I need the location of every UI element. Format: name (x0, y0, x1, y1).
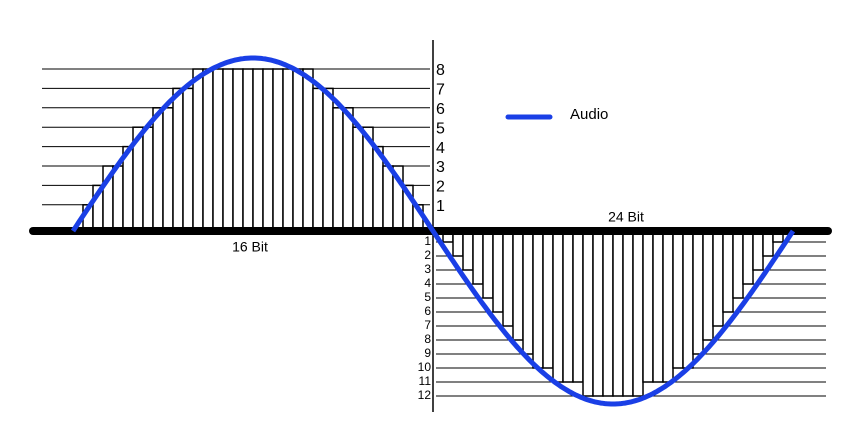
level-label: 8 (424, 332, 431, 346)
level-label: 2 (424, 248, 431, 262)
step-bar (202, 68, 214, 232)
step-bar (302, 68, 314, 232)
step-bar (222, 68, 234, 232)
step-bar (722, 230, 734, 313)
step-bar (672, 230, 684, 369)
level-label: 6 (436, 101, 445, 118)
step-bar (682, 230, 694, 369)
step-bar (642, 230, 654, 383)
level-label: 4 (424, 276, 431, 290)
step-bar (472, 230, 484, 285)
step-bar (282, 68, 294, 232)
step-bar (732, 230, 744, 299)
caption-left: 16 Bit (232, 239, 268, 255)
step-bar (542, 230, 554, 369)
level-label: 1 (436, 198, 445, 215)
step-bar (622, 230, 634, 397)
level-label: 4 (436, 140, 445, 157)
step-bar (532, 230, 544, 369)
step-bar (382, 165, 394, 232)
step-bar (262, 68, 274, 232)
step-bar (632, 230, 644, 397)
step-bar (502, 230, 514, 327)
step-bar (692, 230, 704, 355)
caption-right: 24 Bit (608, 209, 644, 225)
step-bar (752, 230, 764, 271)
step-bar (482, 230, 494, 299)
step-bar (612, 230, 624, 397)
step-bar (572, 230, 584, 383)
step-bar (712, 230, 724, 327)
step-bar (352, 126, 364, 232)
level-label: 6 (424, 304, 431, 318)
legend-label: Audio (570, 106, 608, 123)
step-bar (652, 230, 664, 383)
step-bar (212, 68, 224, 232)
level-label: 5 (424, 290, 431, 304)
level-label: 7 (424, 318, 431, 332)
step-bar (272, 68, 284, 232)
step-bar (182, 87, 194, 232)
step-bar (142, 126, 154, 232)
audio-wave (70, 55, 796, 407)
step-bar (192, 68, 204, 232)
level-label: 3 (436, 159, 445, 176)
step-bar (562, 230, 574, 383)
level-label: 2 (436, 179, 445, 196)
step-bar (462, 230, 474, 271)
step-bar (112, 165, 124, 232)
level-label: 11 (419, 374, 432, 388)
level-label: 10 (418, 360, 432, 374)
quantization-steps (82, 68, 784, 397)
step-bar (292, 68, 304, 232)
step-bar (172, 87, 184, 232)
step-bar (492, 230, 504, 313)
step-bar (522, 230, 534, 355)
step-bar (702, 230, 714, 341)
step-bar (582, 230, 594, 397)
step-bar (232, 68, 244, 232)
step-bar (742, 230, 754, 285)
level-label: 3 (424, 262, 431, 276)
level-label: 8 (436, 62, 445, 79)
level-label: 9 (424, 346, 431, 360)
step-bar (162, 107, 174, 232)
step-bar (242, 68, 254, 232)
step-bar (512, 230, 524, 341)
level-label: 5 (436, 120, 445, 137)
step-bar (152, 107, 164, 232)
step-bar (552, 230, 564, 383)
step-bar (332, 107, 344, 232)
step-bar (322, 87, 334, 232)
level-label: 7 (436, 82, 445, 99)
step-bar (252, 68, 264, 232)
step-bar (602, 230, 614, 397)
step-bar (342, 107, 354, 232)
level-label: 12 (418, 388, 432, 402)
step-bar (312, 87, 324, 232)
step-bar (662, 230, 674, 383)
step-bar (592, 230, 604, 397)
level-label: 1 (424, 234, 431, 248)
